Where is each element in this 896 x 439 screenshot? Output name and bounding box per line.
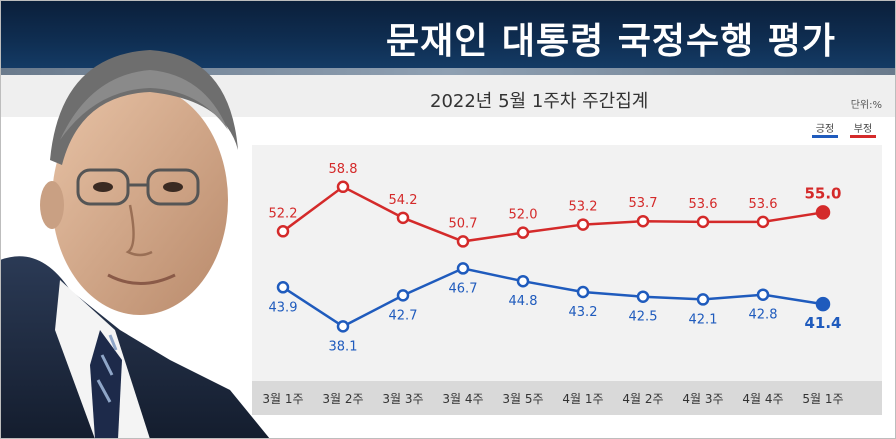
data-point-negative (756, 215, 770, 229)
data-point-negative (336, 180, 350, 194)
legend-label-negative: 부정 (853, 124, 873, 135)
plot-area (252, 145, 882, 381)
data-point-positive (636, 290, 650, 303)
series-line-positive (282, 267, 824, 328)
data-label-positive: 38.1 (329, 339, 358, 354)
legend-swatch-negative (850, 135, 876, 138)
x-tick-label: 3월 4주 (442, 392, 483, 406)
legend-label-positive: 긍정 (815, 124, 835, 135)
data-label-positive: 43.9 (269, 300, 298, 315)
data-point-positive (696, 293, 710, 306)
data-label-positive: 42.8 (749, 308, 778, 323)
data-point-negative (815, 205, 831, 220)
data-label-positive: 42.7 (389, 308, 418, 323)
x-tick-label: 4월 2주 (622, 392, 663, 406)
x-tick-label: 5월 1주 (802, 392, 843, 406)
x-tick-label: 3월 2주 (322, 392, 363, 406)
data-point-negative (456, 235, 470, 248)
data-label-positive: 44.8 (509, 294, 538, 309)
x-tick-label: 3월 5주 (502, 392, 543, 406)
page-title: 문재인 대통령 국정수행 평가 (385, 21, 836, 62)
data-label-negative: 55.0 (804, 184, 841, 202)
data-label-negative: 52.2 (269, 206, 298, 221)
data-point-positive (276, 281, 290, 294)
x-tick-label: 4월 3주 (682, 392, 723, 406)
data-point-positive (576, 285, 590, 299)
data-label-negative: 53.6 (689, 197, 718, 212)
x-tick-label: 4월 4주 (742, 392, 783, 406)
data-point-negative (636, 214, 650, 228)
data-label-negative: 53.7 (629, 196, 658, 211)
data-label-negative: 58.8 (329, 162, 358, 177)
data-point-negative (516, 226, 530, 239)
series-line-negative (282, 185, 824, 243)
header-stripe (0, 68, 896, 75)
data-point-positive (815, 296, 831, 312)
data-label-negative: 54.2 (389, 193, 418, 208)
legend-swatch-positive (812, 135, 838, 138)
data-label-positive: 46.7 (449, 281, 478, 296)
data-label-positive: 43.2 (569, 305, 598, 320)
data-point-positive (516, 274, 530, 288)
data-point-negative (696, 215, 710, 229)
x-axis-band (252, 381, 882, 415)
portrait-photo (0, 50, 270, 439)
data-point-positive (336, 320, 350, 333)
data-point-positive (756, 288, 770, 301)
data-point-positive (456, 262, 470, 275)
data-label-negative: 50.7 (449, 216, 478, 231)
x-tick-label: 3월 1주 (262, 392, 303, 406)
data-point-negative (276, 225, 290, 238)
legend: 긍정 부정 (808, 120, 888, 142)
data-label-positive: 42.5 (629, 310, 658, 325)
x-tick-label: 4월 1주 (562, 392, 603, 406)
data-point-negative (396, 211, 410, 225)
data-label-positive: 41.4 (804, 314, 841, 332)
data-point-positive (396, 289, 410, 302)
data-label-negative: 53.6 (749, 197, 778, 212)
data-label-negative: 52.0 (509, 208, 538, 223)
data-point-negative (576, 218, 590, 231)
data-label-negative: 53.2 (569, 200, 598, 215)
chart-subtitle: 2022년 5월 1주차 주간집계 (430, 91, 649, 112)
unit-label: 단위:% (850, 100, 882, 111)
data-label-positive: 42.1 (689, 312, 718, 327)
x-tick-label: 3월 3주 (382, 392, 423, 406)
